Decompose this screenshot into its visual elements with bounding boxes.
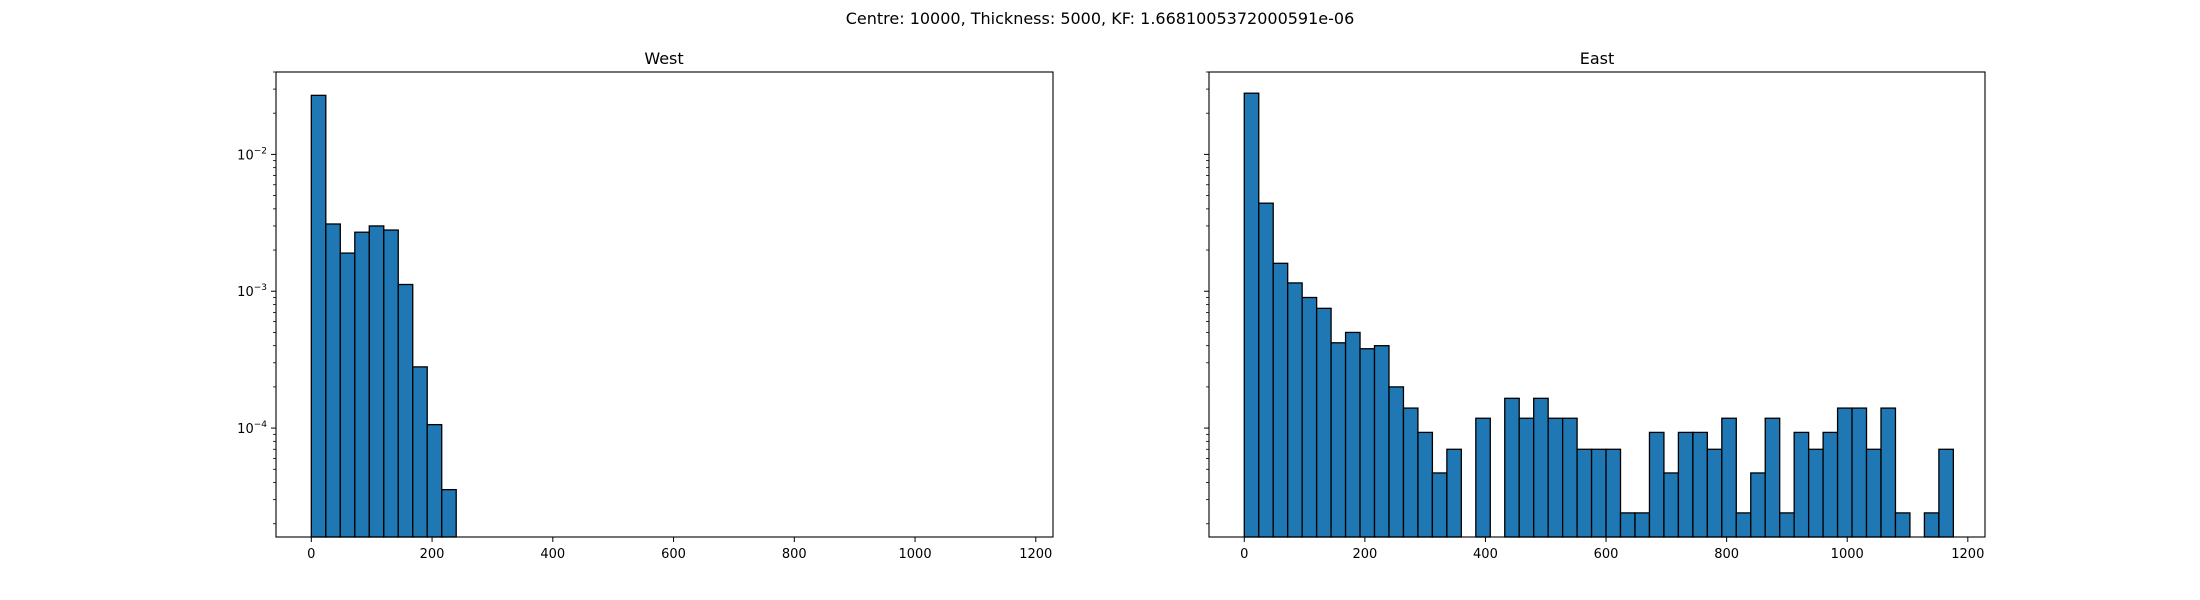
east-xtick-label: 1000 [1831, 547, 1864, 562]
east-bar [1923, 512, 1940, 538]
east-bar [1315, 307, 1332, 538]
west-bar [441, 488, 457, 538]
east-bar [1807, 448, 1824, 538]
east-bar [1547, 417, 1564, 538]
east-bar [1880, 407, 1897, 538]
west-bar [354, 231, 370, 538]
east-axes: East 0 200 400 600 800 1000 1200 [1204, 49, 1986, 562]
east-bar [1894, 512, 1911, 538]
east-bar [1402, 407, 1419, 538]
west-bar [383, 229, 399, 538]
west-xtick-label: 0 [307, 547, 315, 562]
east-bar [1359, 348, 1376, 538]
east-bar [1648, 431, 1665, 538]
east-bar [1344, 331, 1361, 538]
west-xtick-label: 600 [661, 547, 686, 562]
east-bar [1561, 417, 1578, 538]
east-bar [1605, 448, 1622, 538]
east-bar [1779, 512, 1795, 538]
east-bar [1431, 472, 1448, 538]
east-title: East [1580, 49, 1615, 68]
east-bar [1243, 92, 1260, 538]
east-bar [1590, 448, 1607, 538]
east-bar [1634, 512, 1651, 538]
east-bar [1938, 448, 1954, 538]
west-ytick-label: 10−3 [237, 283, 267, 300]
east-bar [1576, 448, 1593, 538]
east-bar [1533, 397, 1549, 538]
east-bar [1330, 342, 1347, 538]
west-xtick-label: 200 [420, 547, 445, 562]
east-xtick-label: 800 [1714, 547, 1739, 562]
east-bar [1822, 431, 1839, 538]
east-xtick-label: 200 [1352, 547, 1377, 562]
west-bar [412, 366, 428, 538]
west-xtick-label: 1000 [899, 547, 932, 562]
east-bar [1706, 448, 1723, 538]
east-bar [1504, 397, 1520, 538]
east-bar [1677, 431, 1694, 538]
east-bar [1692, 431, 1708, 538]
east-bar [1793, 431, 1810, 538]
west-xtick-label: 400 [540, 547, 565, 562]
east-xtick-label: 600 [1594, 547, 1619, 562]
west-xtick-label: 800 [782, 547, 807, 562]
west-xtick-label: 1200 [1019, 547, 1052, 562]
east-bar [1258, 202, 1274, 538]
east-xtick-label: 400 [1473, 547, 1498, 562]
east-bar [1619, 512, 1636, 538]
east-bar [1721, 417, 1737, 538]
east-bar [1851, 407, 1868, 538]
east-bar [1865, 448, 1882, 538]
east-bar [1272, 262, 1289, 538]
west-bar [325, 223, 341, 538]
east-bar [1475, 417, 1491, 538]
east-bar [1388, 386, 1405, 538]
east-bar [1764, 417, 1781, 538]
east-xtick-label: 0 [1240, 547, 1248, 562]
figure-suptitle: Centre: 10000, Thickness: 5000, KF: 1.66… [846, 9, 1355, 28]
east-bar [1735, 512, 1752, 538]
west-ytick-label: 10−2 [237, 146, 267, 163]
east-bar [1301, 296, 1318, 538]
west-ytick-label: 10−4 [237, 420, 267, 437]
east-bar [1287, 282, 1303, 538]
east-bar [1446, 448, 1462, 538]
east-xtick-label: 1200 [1951, 547, 1984, 562]
west-bar [426, 423, 443, 538]
east-bar [1373, 345, 1390, 538]
west-bar [368, 225, 385, 538]
west-title: West [644, 49, 683, 68]
west-bar [310, 94, 327, 538]
east-bar [1663, 472, 1680, 538]
west-axes: West 0 200 400 600 800 1000 1200 10−4 10−3 10−2 [237, 49, 1054, 562]
west-bar [339, 252, 356, 538]
east-bar [1417, 431, 1434, 538]
east-bar [1518, 417, 1535, 538]
east-bar [1750, 472, 1766, 538]
west-bar [397, 283, 414, 538]
east-bar [1836, 407, 1853, 538]
